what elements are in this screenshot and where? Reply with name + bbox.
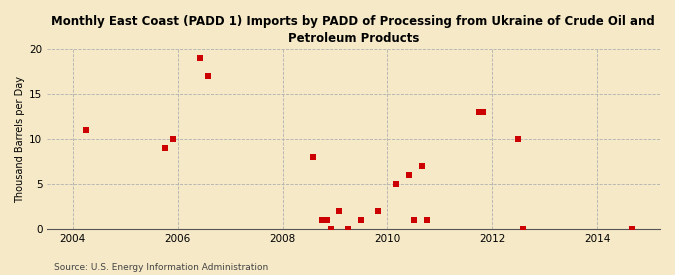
Point — [317, 218, 327, 222]
Title: Monthly East Coast (PADD 1) Imports by PADD of Processing from Ukraine of Crude : Monthly East Coast (PADD 1) Imports by P… — [51, 15, 655, 45]
Point — [391, 182, 402, 186]
Y-axis label: Thousand Barrels per Day: Thousand Barrels per Day — [15, 76, 25, 203]
Point — [325, 227, 336, 232]
Point — [322, 218, 333, 222]
Point — [474, 110, 485, 114]
Point — [168, 137, 179, 141]
Point — [80, 128, 91, 132]
Point — [333, 209, 344, 213]
Point — [373, 209, 384, 213]
Point — [513, 137, 524, 141]
Point — [404, 173, 415, 177]
Point — [478, 110, 489, 114]
Point — [417, 164, 428, 168]
Point — [356, 218, 367, 222]
Point — [343, 227, 354, 232]
Point — [408, 218, 419, 222]
Point — [421, 218, 432, 222]
Point — [159, 146, 170, 150]
Point — [517, 227, 528, 232]
Point — [202, 74, 213, 78]
Point — [627, 227, 638, 232]
Point — [194, 56, 205, 60]
Text: Source: U.S. Energy Information Administration: Source: U.S. Energy Information Administ… — [54, 263, 268, 272]
Point — [308, 155, 319, 160]
